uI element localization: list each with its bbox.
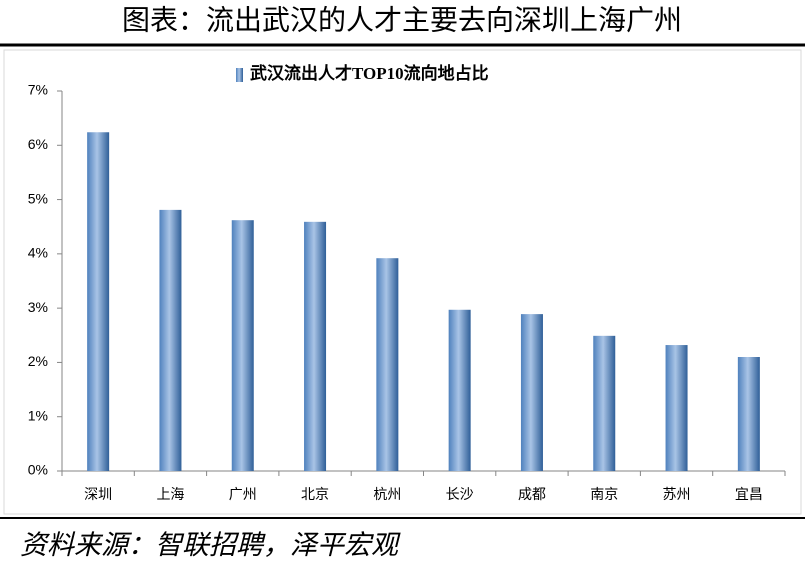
- source-note: 资料来源：智联招聘，泽平宏观: [20, 530, 401, 560]
- y-tick-label: 2%: [28, 353, 48, 369]
- y-tick-label: 3%: [28, 299, 48, 315]
- y-tick-label: 6%: [28, 136, 48, 152]
- bar: [665, 345, 688, 471]
- x-tick-label: 北京: [301, 487, 329, 503]
- x-tick-label: 成都: [518, 487, 546, 503]
- legend-label: 武汉流出人才TOP10流向地占比: [250, 63, 489, 83]
- bar: [159, 209, 182, 471]
- bar: [593, 335, 616, 471]
- chart-title: 图表：流出武汉的人才主要去向深圳上海广州: [122, 4, 682, 36]
- y-tick-label: 4%: [28, 245, 48, 261]
- y-tick-label: 1%: [28, 407, 48, 423]
- x-tick-label: 南京: [590, 487, 618, 503]
- x-tick-label: 杭州: [373, 487, 401, 503]
- x-tick-label: 长沙: [446, 487, 474, 503]
- bar: [87, 132, 110, 471]
- x-tick-label: 宜昌: [735, 487, 763, 503]
- chart-frame: [3, 49, 802, 515]
- x-tick-label: 广州: [229, 487, 257, 503]
- y-tick-label: 5%: [28, 190, 48, 206]
- x-tick-label: 苏州: [663, 487, 691, 503]
- bar: [376, 258, 399, 471]
- x-tick-label: 上海: [156, 487, 184, 503]
- bar: [448, 309, 471, 471]
- y-tick-label: 0%: [28, 462, 48, 478]
- bar: [304, 221, 327, 471]
- bar: [520, 314, 543, 471]
- bar: [231, 220, 254, 471]
- x-tick-label: 深圳: [84, 487, 112, 503]
- legend-swatch: [236, 68, 243, 82]
- bar: [737, 357, 760, 471]
- y-tick-label: 7%: [28, 82, 48, 98]
